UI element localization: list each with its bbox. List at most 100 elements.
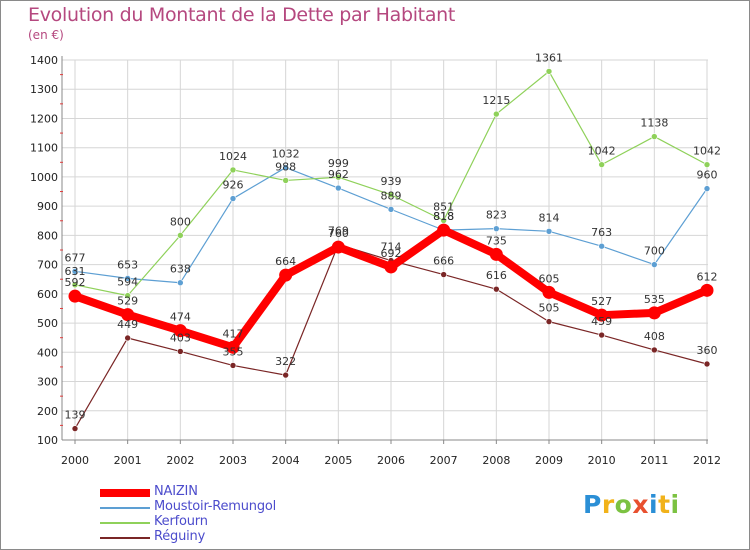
data-point-naizin	[384, 260, 398, 274]
logo-letter: t	[658, 490, 671, 519]
data-label-r-guiny: 769	[328, 224, 349, 237]
data-point-kerfourn	[651, 133, 658, 140]
y-tick-label: 500	[37, 317, 58, 330]
data-label-moustoir-remungol: 960	[697, 169, 718, 182]
legend-label: Réguiny	[154, 529, 206, 544]
data-label-naizin: 535	[644, 293, 665, 306]
data-point-r-guiny	[703, 360, 711, 368]
data-label-kerfourn: 988	[275, 160, 296, 173]
data-point-r-guiny	[493, 285, 500, 293]
data-label-moustoir-remungol: 962	[328, 168, 349, 181]
data-label-naizin: 760	[328, 227, 349, 240]
data-label-naizin: 692	[381, 247, 402, 260]
logo-letter: i	[649, 490, 659, 519]
data-label-moustoir-remungol: 677	[65, 251, 86, 264]
data-point-r-guiny	[177, 348, 184, 355]
data-point-r-guiny	[282, 371, 289, 379]
data-label-moustoir-remungol: 1032	[272, 148, 300, 161]
data-point-kerfourn	[703, 161, 711, 168]
data-point-kerfourn	[493, 110, 500, 118]
data-point-r-guiny	[440, 271, 447, 278]
data-point-kerfourn	[177, 232, 184, 239]
data-point-r-guiny	[71, 425, 79, 432]
data-label-naizin: 612	[697, 270, 718, 283]
data-point-naizin	[437, 223, 451, 237]
x-tick-label: 2006	[377, 454, 405, 467]
data-label-r-guiny: 505	[539, 302, 560, 315]
data-label-r-guiny: 616	[486, 269, 507, 282]
data-point-moustoir-remungol	[493, 225, 500, 232]
y-axis-ticks: 100 200 300 400 500 600 700 800 900 1000 1100 1200 1…	[30, 54, 58, 447]
y-tick-label: 900	[37, 200, 58, 213]
chart-subtitle: (en €)	[28, 28, 64, 42]
data-label-kerfourn: 594	[117, 276, 138, 289]
y-tick-label: 600	[37, 288, 58, 301]
data-point-moustoir-remungol	[229, 195, 237, 202]
axes	[60, 56, 708, 444]
data-label-moustoir-remungol: 889	[381, 189, 402, 202]
data-label-kerfourn: 999	[328, 157, 349, 170]
data-point-moustoir-remungol	[71, 268, 79, 275]
data-point-r-guiny	[598, 331, 605, 339]
y-tick-label: 1400	[30, 54, 58, 67]
data-label-kerfourn: 1042	[693, 145, 721, 158]
data-label-kerfourn: 939	[381, 175, 402, 188]
data-point-moustoir-remungol	[545, 227, 553, 235]
y-tick-label: 1200	[30, 112, 58, 125]
data-point-kerfourn	[229, 166, 237, 174]
y-tick-label: 300	[37, 376, 58, 389]
data-label-kerfourn: 1138	[640, 117, 668, 130]
data-label-r-guiny: 459	[591, 315, 612, 328]
x-tick-label: 2004	[272, 454, 300, 467]
data-label-r-guiny: 449	[117, 318, 138, 331]
data-label-r-guiny: 322	[275, 355, 296, 368]
y-tick-label: 1000	[30, 171, 58, 184]
data-label-r-guiny: 403	[170, 331, 191, 344]
data-label-naizin: 474	[170, 311, 191, 324]
data-point-kerfourn	[387, 191, 395, 199]
data-label-r-guiny: 360	[697, 344, 718, 357]
data-point-naizin	[279, 268, 293, 282]
data-label-naizin: 818	[433, 210, 454, 223]
data-label-naizin: 735	[486, 234, 507, 247]
data-point-moustoir-remungol	[335, 184, 342, 192]
data-point-naizin	[68, 289, 82, 303]
y-tick-label: 100	[37, 434, 58, 447]
data-label-naizin: 417	[223, 327, 244, 340]
data-label-moustoir-remungol: 638	[170, 263, 191, 276]
legend-label: NAIZIN	[154, 484, 198, 499]
data-label-moustoir-remungol: 823	[486, 209, 507, 222]
data-labels: 677 653 638 926 1032 962 889 818 823 814 763 700 960…	[65, 51, 722, 421]
legend-item-naizin: NAIZIN	[100, 484, 360, 502]
data-point-naizin	[331, 240, 345, 254]
series-layer	[68, 68, 714, 432]
legend-swatch	[100, 489, 150, 497]
y-tick-label: 1300	[30, 83, 58, 96]
data-label-kerfourn: 851	[433, 200, 454, 213]
data-label-moustoir-remungol: 763	[591, 226, 612, 239]
data-point-r-guiny	[545, 318, 553, 325]
x-tick-label: 2003	[219, 454, 247, 467]
data-point-moustoir-remungol	[177, 279, 184, 287]
data-label-r-guiny: 666	[433, 255, 454, 268]
data-point-naizin	[700, 283, 714, 297]
y-tick-label: 400	[37, 346, 58, 359]
data-point-kerfourn	[545, 68, 553, 75]
data-point-r-guiny	[229, 362, 237, 369]
data-point-moustoir-remungol	[703, 185, 711, 192]
legend-swatch	[100, 522, 150, 524]
legend-swatch	[100, 507, 150, 509]
legend-swatch	[100, 537, 150, 539]
data-label-moustoir-remungol: 818	[433, 210, 454, 223]
data-point-kerfourn	[282, 177, 289, 184]
data-label-moustoir-remungol: 700	[644, 245, 665, 258]
y-tick-label: 1100	[30, 142, 58, 155]
data-point-moustoir-remungol	[387, 206, 395, 213]
logo-letter: P	[583, 490, 602, 519]
data-point-naizin	[226, 340, 240, 354]
data-label-kerfourn: 800	[170, 215, 191, 228]
data-label-naizin: 592	[65, 276, 86, 289]
x-tick-label: 2001	[114, 454, 142, 467]
